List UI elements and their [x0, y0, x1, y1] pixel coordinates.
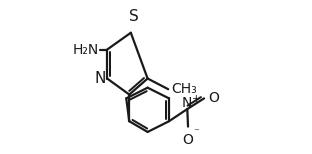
Text: CH₃: CH₃: [171, 82, 197, 96]
Text: O: O: [183, 134, 193, 148]
Text: N: N: [95, 71, 106, 86]
Text: +: +: [192, 94, 201, 104]
Text: N: N: [182, 96, 193, 110]
Text: S: S: [129, 9, 139, 24]
Text: ⁻: ⁻: [193, 127, 199, 137]
Text: H₂N: H₂N: [72, 43, 99, 57]
Text: O: O: [208, 91, 219, 105]
